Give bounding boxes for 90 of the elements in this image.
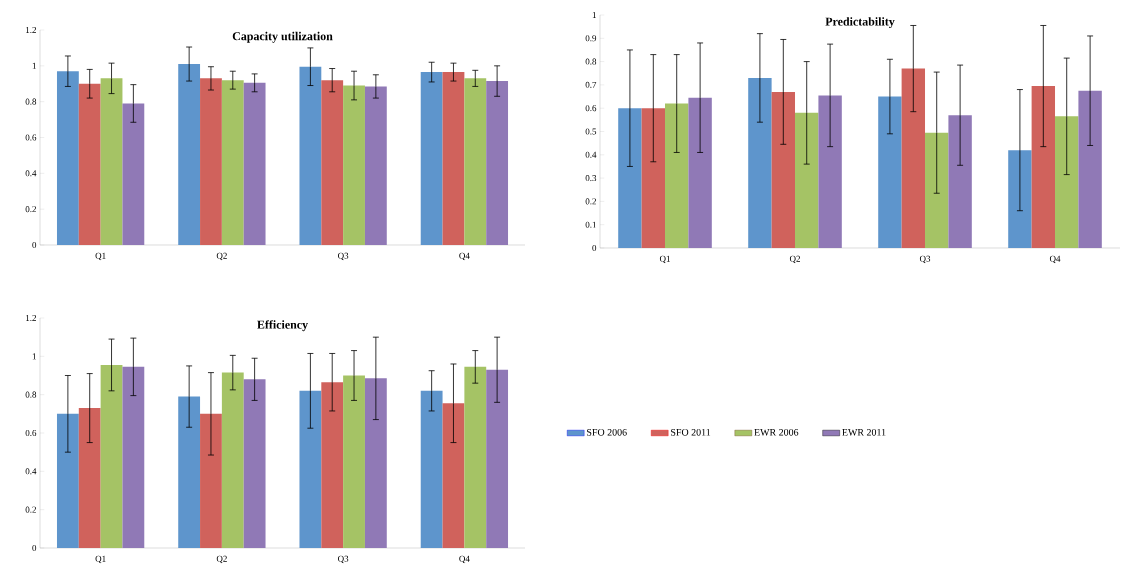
chart-title: Capacity utilization [232,31,333,43]
bar [122,103,145,245]
legend-label: SFO 2006 [587,428,627,436]
y-tick-label: 0.4 [585,151,597,158]
y-tick-label: 1 [592,12,596,18]
bar [464,78,487,245]
bar [299,390,322,548]
y-tick-label: 1 [32,353,36,360]
bar [420,390,443,548]
x-tick-label: Q4 [459,252,470,261]
bar [178,64,201,245]
y-tick-label: 0.2 [585,198,596,205]
bar [364,86,387,245]
x-tick-label: Q3 [338,555,349,564]
bar [420,72,443,245]
y-tick-label: 0.6 [585,105,597,112]
bar [901,68,926,248]
bar [665,103,689,248]
x-tick-label: Q3 [919,255,931,264]
bar [878,96,902,248]
y-tick-label: 0.6 [25,429,37,437]
bar [618,108,642,248]
bar [464,366,487,548]
bar [1078,90,1102,248]
y-tick-label: 0.4 [25,468,37,475]
bar [299,66,322,245]
bar [321,382,344,548]
bar [100,364,123,548]
bar [486,369,509,548]
bar [948,115,972,248]
y-tick-label: 0.6 [25,134,37,141]
bar [818,95,842,248]
bar [364,378,387,548]
legend-label: SFO 2011 [671,428,711,436]
y-tick-label: 0.4 [25,170,37,177]
bar [56,413,79,548]
chart-title: Predictability [825,17,895,29]
bar [442,403,465,548]
bar [688,97,712,248]
bar [748,77,772,248]
y-tick-label: 1 [32,62,36,69]
y-tick-label: 1.2 [26,314,36,322]
y-tick-label: 0.9 [585,35,597,42]
bar [200,78,222,245]
x-tick-label: Q4 [1049,255,1061,264]
legend-label: EWR 2006 [754,428,799,436]
bar [221,372,244,548]
bar [221,80,244,245]
x-tick-label: Q4 [459,555,470,564]
x-tick-label: Q2 [216,252,227,261]
y-tick-label: 0.5 [585,128,597,135]
x-tick-label: Q3 [338,252,349,261]
y-tick-label: 0.3 [585,175,597,182]
legend-label: EWR 2011 [842,428,886,436]
bar [243,379,266,548]
bar [343,85,365,245]
bar [1031,86,1056,248]
y-tick-label: 0 [32,241,37,249]
bar [78,83,101,245]
bar [343,375,365,548]
y-tick-label: 0 [592,244,597,252]
y-tick-label: 0.1 [585,221,596,228]
bar [243,82,266,245]
y-tick-label: 0.8 [25,391,37,398]
bar [321,80,344,245]
y-tick-label: 0.8 [585,58,597,65]
y-tick-label: 1.2 [26,26,36,34]
y-tick-label: 0.2 [25,506,36,513]
bar [795,112,819,248]
bar [442,72,465,245]
bar [200,413,222,548]
x-tick-label: Q2 [789,255,800,264]
y-tick-label: 0 [32,544,37,552]
y-tick-label: 0.8 [25,98,37,105]
bar [641,108,666,248]
y-tick-label: 0.2 [25,206,36,213]
x-tick-label: Q1 [95,252,106,261]
bar [56,71,79,245]
bar [486,81,509,245]
bar [178,396,201,548]
bar [1055,116,1079,248]
x-tick-label: Q1 [659,255,670,264]
x-tick-label: Q1 [95,555,106,564]
bar [122,366,145,548]
bar [771,91,796,248]
y-tick-label: 0.7 [585,81,597,88]
chart-title: Efficiency [257,320,308,332]
bar [78,408,101,548]
bar [100,78,123,245]
x-tick-label: Q2 [216,555,227,564]
